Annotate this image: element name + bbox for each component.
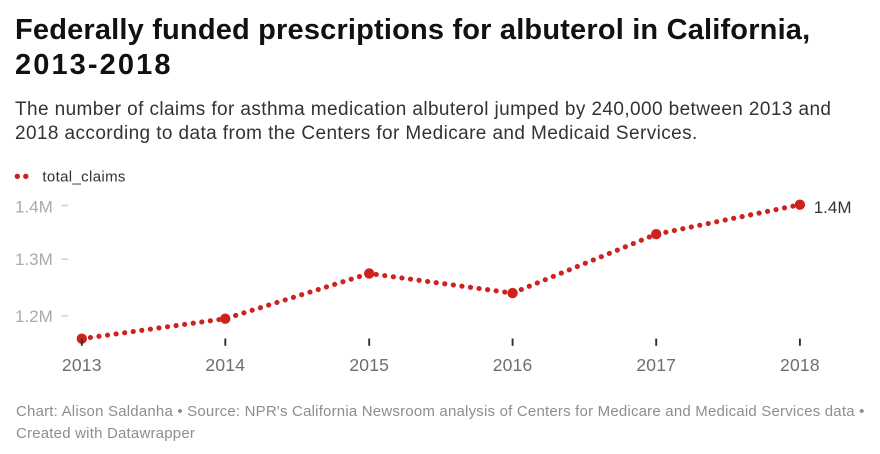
svg-text:total_claims: total_claims [42, 168, 125, 185]
svg-text:1.4M: 1.4M [814, 198, 852, 217]
svg-text:2018: 2018 [780, 355, 820, 375]
svg-text:2016: 2016 [493, 355, 533, 375]
svg-text:2014: 2014 [205, 355, 245, 375]
svg-text:2013: 2013 [62, 355, 102, 375]
svg-text:2015: 2015 [349, 355, 389, 375]
svg-text:2017: 2017 [636, 355, 676, 375]
svg-text:1.4M: 1.4M [15, 198, 53, 217]
svg-text:1.3M: 1.3M [15, 250, 53, 269]
svg-text:1.2M: 1.2M [15, 307, 53, 326]
